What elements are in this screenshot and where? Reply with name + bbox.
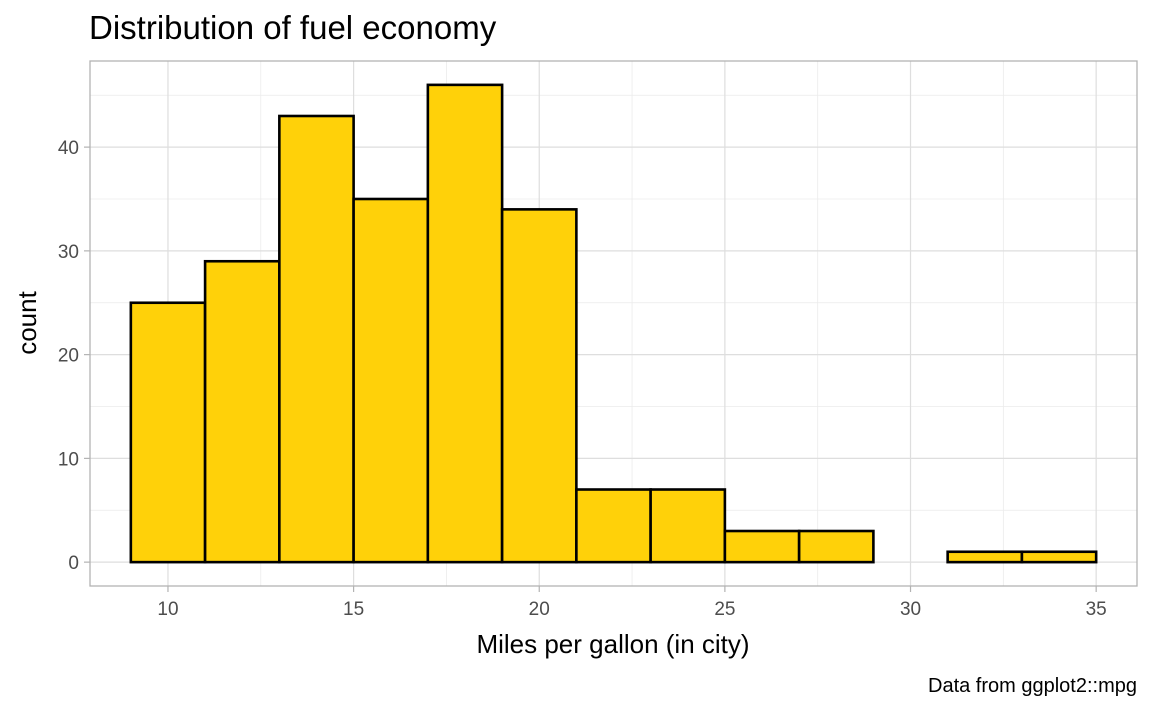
plot-panel bbox=[89, 60, 1138, 587]
histogram-bar bbox=[797, 529, 875, 564]
panel-border bbox=[89, 60, 1138, 587]
histogram-bar bbox=[426, 83, 504, 564]
histogram-bar bbox=[946, 550, 1024, 564]
y-tick-label: 40 bbox=[58, 138, 79, 159]
y-tick-label: 30 bbox=[58, 242, 79, 263]
x-tick-label: 25 bbox=[714, 599, 735, 620]
x-tick-label: 15 bbox=[343, 599, 364, 620]
histogram-bar bbox=[500, 208, 578, 564]
x-tick-label: 20 bbox=[529, 599, 550, 620]
x-axis-title: Miles per gallon (in city) bbox=[476, 629, 749, 659]
histogram-bar bbox=[129, 301, 207, 564]
histogram-bar bbox=[575, 488, 652, 564]
histogram-bar bbox=[278, 114, 355, 564]
x-tick-label: 35 bbox=[1086, 599, 1107, 620]
y-tick-label: 0 bbox=[68, 553, 79, 574]
histogram-bar bbox=[352, 197, 430, 564]
y-tick-label: 10 bbox=[58, 449, 79, 470]
chart-title: Distribution of fuel economy bbox=[89, 9, 497, 46]
histogram-bar bbox=[203, 259, 281, 564]
caption: Data from ggplot2::mpg bbox=[928, 675, 1137, 697]
x-tick-label: 10 bbox=[157, 599, 178, 620]
x-axis: 10 15 20 25 30 35 bbox=[157, 586, 1107, 620]
histogram-bars bbox=[129, 83, 1098, 564]
histogram-bar bbox=[649, 488, 727, 564]
y-axis: 0 10 20 30 40 bbox=[58, 138, 90, 574]
histogram-bar bbox=[723, 529, 801, 564]
y-tick-label: 20 bbox=[58, 346, 79, 367]
y-axis-title: count bbox=[12, 290, 42, 354]
x-tick-label: 30 bbox=[900, 599, 921, 620]
histogram-bar bbox=[1020, 550, 1098, 564]
